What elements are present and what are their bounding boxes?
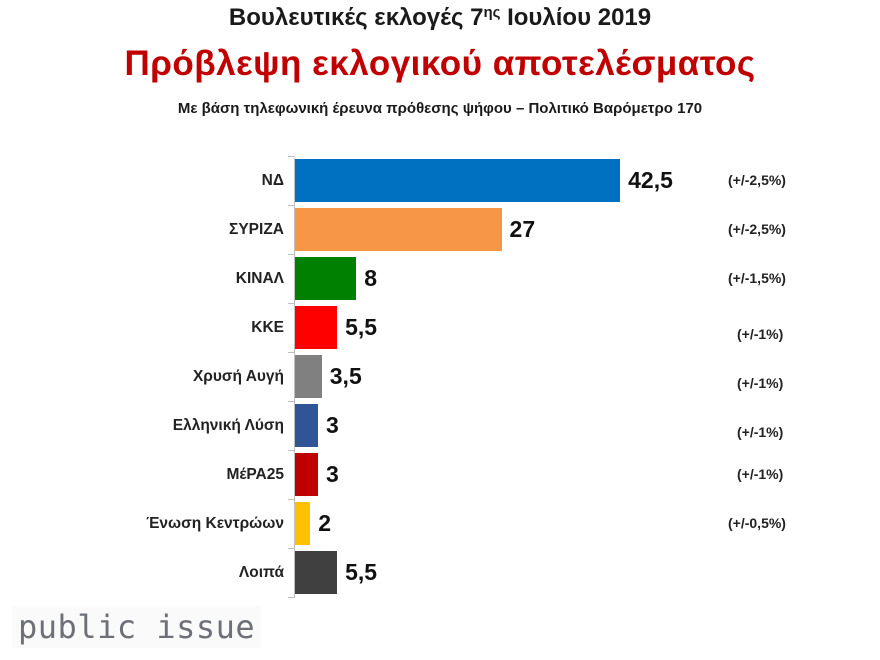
axis-tick: [288, 303, 295, 304]
category-label: ΚΙΝΑΛ: [235, 270, 284, 287]
bar-row: ΚΙΝΑΛ 8 (+/-1,5%): [0, 254, 880, 303]
value-label: 5,5: [345, 559, 378, 585]
category-label: Χρυσή Αυγή: [192, 368, 284, 385]
axis-tick: [288, 156, 295, 157]
value-label: 2: [318, 510, 332, 536]
category-label: ΣΥΡΙΖΑ: [229, 221, 284, 238]
bar: [295, 257, 357, 300]
margin-of-error: (+/-2,5%): [728, 172, 786, 188]
category-label: ΜέΡΑ25: [226, 466, 284, 483]
category-label: ΝΔ: [261, 172, 284, 189]
bar-row: Ένωση Κεντρώων 2 (+/-0,5%): [0, 499, 880, 548]
category-axis: [294, 158, 295, 598]
title-superscript: ης: [483, 4, 501, 21]
bar-row: ΚΚΕ 5,5 (+/-1%): [0, 303, 880, 352]
axis-tick: [288, 352, 295, 353]
bar: [295, 355, 322, 398]
value-label: 8: [364, 265, 377, 291]
bar-row: Λοιπά 5,5: [0, 548, 880, 597]
bar-row: ΣΥΡΙΖΑ 27 (+/-2,5%): [0, 205, 880, 254]
bar-row: Χρυσή Αυγή 3,5 (+/-1%): [0, 352, 880, 401]
value-label: 3,5: [329, 363, 362, 389]
category-label: Ελληνική Λύση: [172, 417, 284, 434]
value-label: 5,5: [345, 314, 378, 340]
bar: [295, 502, 311, 545]
value-label: 27: [509, 216, 536, 242]
value-label: 3: [325, 461, 339, 487]
axis-tick: [288, 548, 295, 549]
bar-row: ΝΔ 42,5 (+/-2,5%): [0, 156, 880, 205]
bar-row: Ελληνική Λύση 3 (+/-1%): [0, 401, 880, 450]
category-label: Λοιπά: [238, 564, 284, 581]
axis-tick: [288, 450, 295, 451]
margin-of-error: (+/-1%): [737, 466, 784, 482]
chart-subtitle: Με βάση τηλεφωνική έρευνα πρόθεσης ψήφου…: [177, 100, 703, 117]
chart-title: Βουλευτικές εκλογές 7ης Ιουλίου 2019: [0, 4, 880, 32]
bar: [295, 453, 318, 496]
bar-row: ΜέΡΑ25 3 (+/-1%): [0, 450, 880, 499]
axis-tick: [288, 401, 295, 402]
margin-of-error: (+/-1%): [737, 375, 784, 391]
margin-of-error: (+/-2,5%): [728, 221, 786, 237]
title-date: Ιουλίου 2019: [500, 4, 652, 31]
bar: [295, 208, 502, 251]
value-label: 42,5: [628, 167, 673, 193]
category-label: ΚΚΕ: [251, 319, 284, 336]
public-issue-logo: public issue: [12, 606, 262, 648]
title-text: Βουλευτικές εκλογές 7: [228, 4, 484, 31]
value-label: 3: [325, 412, 339, 438]
axis-tick: [288, 597, 295, 598]
axis-tick: [288, 205, 295, 206]
axis-tick: [288, 254, 295, 255]
bar: [295, 404, 318, 447]
category-label: Ένωση Κεντρώων: [146, 515, 284, 532]
margin-of-error: (+/-1%): [737, 326, 784, 342]
axis-tick: [288, 499, 295, 500]
bar: [295, 306, 338, 349]
bar: [295, 159, 621, 202]
chart-heading: Πρόβλεψη εκλογικού αποτελέσματος: [124, 44, 756, 83]
margin-of-error: (+/-1%): [737, 424, 784, 440]
bar: [295, 551, 338, 594]
margin-of-error: (+/-1,5%): [728, 270, 786, 286]
margin-of-error: (+/-0,5%): [728, 515, 786, 531]
